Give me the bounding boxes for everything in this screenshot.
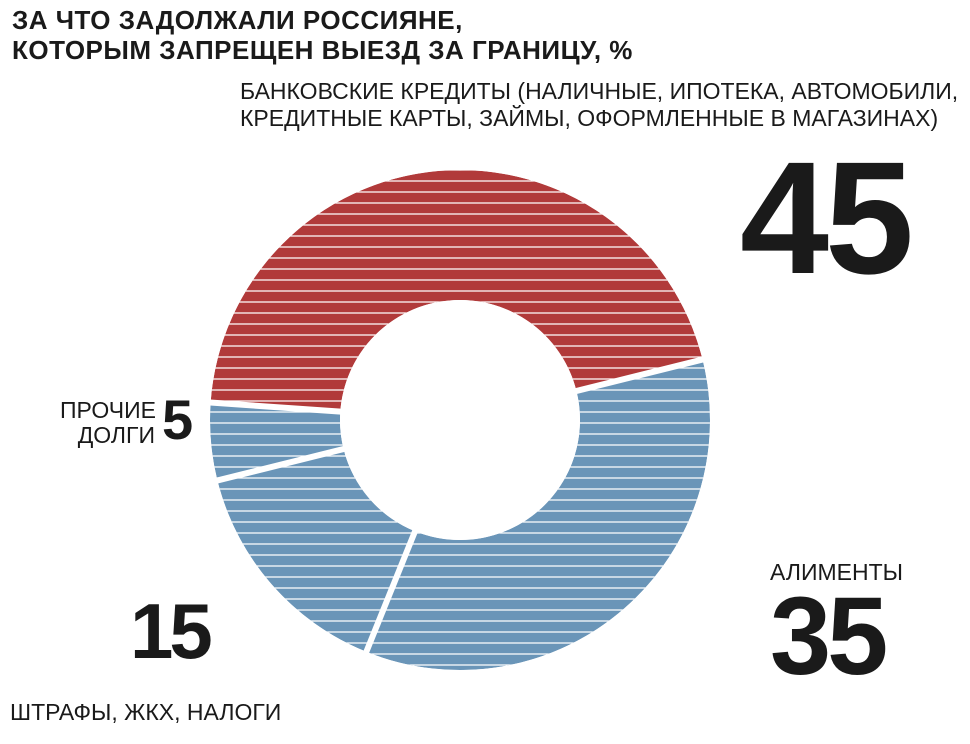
- slice-label-other: ПРОЧИЕ ДОЛГИ: [60, 398, 155, 449]
- value-alimony: 35: [770, 590, 884, 684]
- value-other: 5: [162, 396, 191, 444]
- chart-title: ЗА ЧТО ЗАДОЛЖАЛИ РОССИЯНЕ, КОТОРЫМ ЗАПРЕ…: [12, 6, 633, 66]
- slice-label-fines: ШТРАФЫ, ЖКХ, НАЛОГИ: [10, 700, 281, 725]
- slice-label-bank-credits: БАНКОВСКИЕ КРЕДИТЫ (НАЛИЧНЫЕ, ИПОТЕКА, А…: [240, 78, 958, 132]
- value-bank-credits: 45: [740, 150, 910, 286]
- donut-chart: [200, 160, 720, 680]
- value-fines: 15: [130, 598, 209, 664]
- chart-canvas: ЗА ЧТО ЗАДОЛЖАЛИ РОССИЯНЕ, КОТОРЫМ ЗАПРЕ…: [0, 0, 970, 744]
